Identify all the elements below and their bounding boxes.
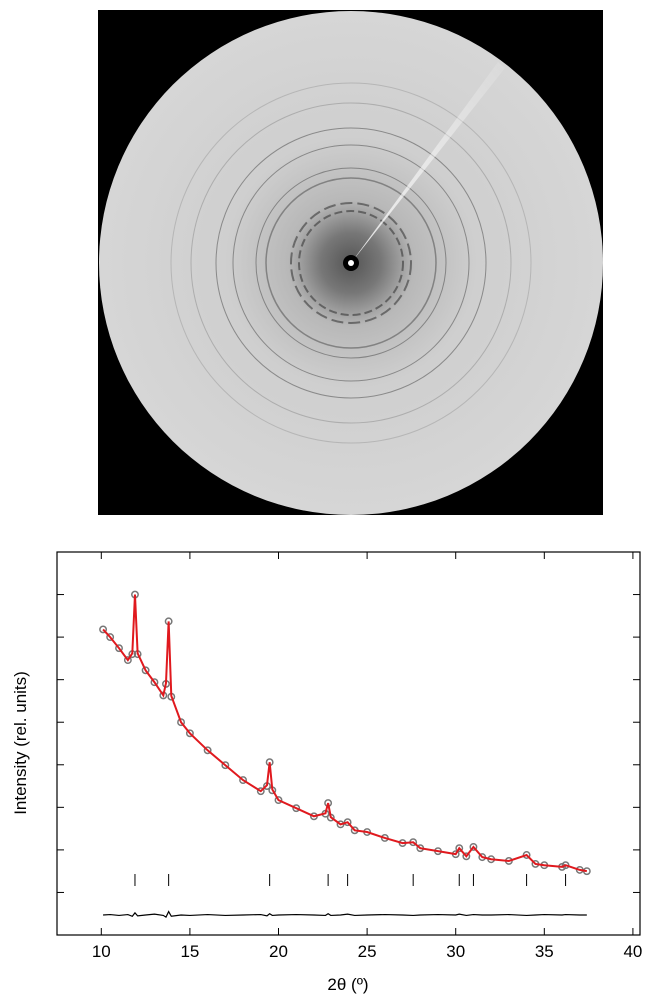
observed-point — [99, 625, 108, 634]
difference-line — [103, 910, 587, 918]
x-tick-label: 15 — [180, 942, 199, 961]
observed-point — [469, 842, 478, 851]
observed-point — [239, 776, 248, 785]
observed-point — [115, 644, 123, 653]
observed-point — [203, 746, 212, 755]
x-tick-label: 25 — [358, 942, 377, 961]
observed-point — [256, 787, 265, 796]
observed-point — [221, 761, 230, 770]
observed-point — [455, 844, 464, 853]
x-tick-label: 40 — [623, 942, 642, 961]
observed-point — [150, 678, 159, 687]
x-tick-label: 20 — [269, 942, 288, 961]
observed-point — [141, 666, 150, 675]
observed-point — [292, 804, 301, 813]
calculated-line — [102, 594, 588, 873]
observed-point — [462, 852, 471, 861]
observed-point — [274, 796, 283, 805]
observed-point — [177, 718, 185, 727]
plot: 2θ (º) Intensity (rel. units) 10 15 20 25 30… — [11, 551, 642, 994]
x-tick-label: 10 — [92, 942, 111, 961]
observed-point — [522, 851, 531, 859]
observed-point — [185, 729, 194, 738]
diffraction-image — [98, 10, 603, 515]
observed-point — [561, 861, 570, 870]
x-tick-label: 30 — [446, 942, 465, 961]
observed-point — [106, 633, 115, 642]
x-tick-label: 35 — [535, 942, 554, 961]
y-axis-label: Intensity (rel. units) — [11, 671, 30, 815]
plot-frame — [56, 551, 641, 936]
x-axis-label: 2θ (º) — [327, 975, 368, 994]
observed-point — [123, 656, 132, 665]
